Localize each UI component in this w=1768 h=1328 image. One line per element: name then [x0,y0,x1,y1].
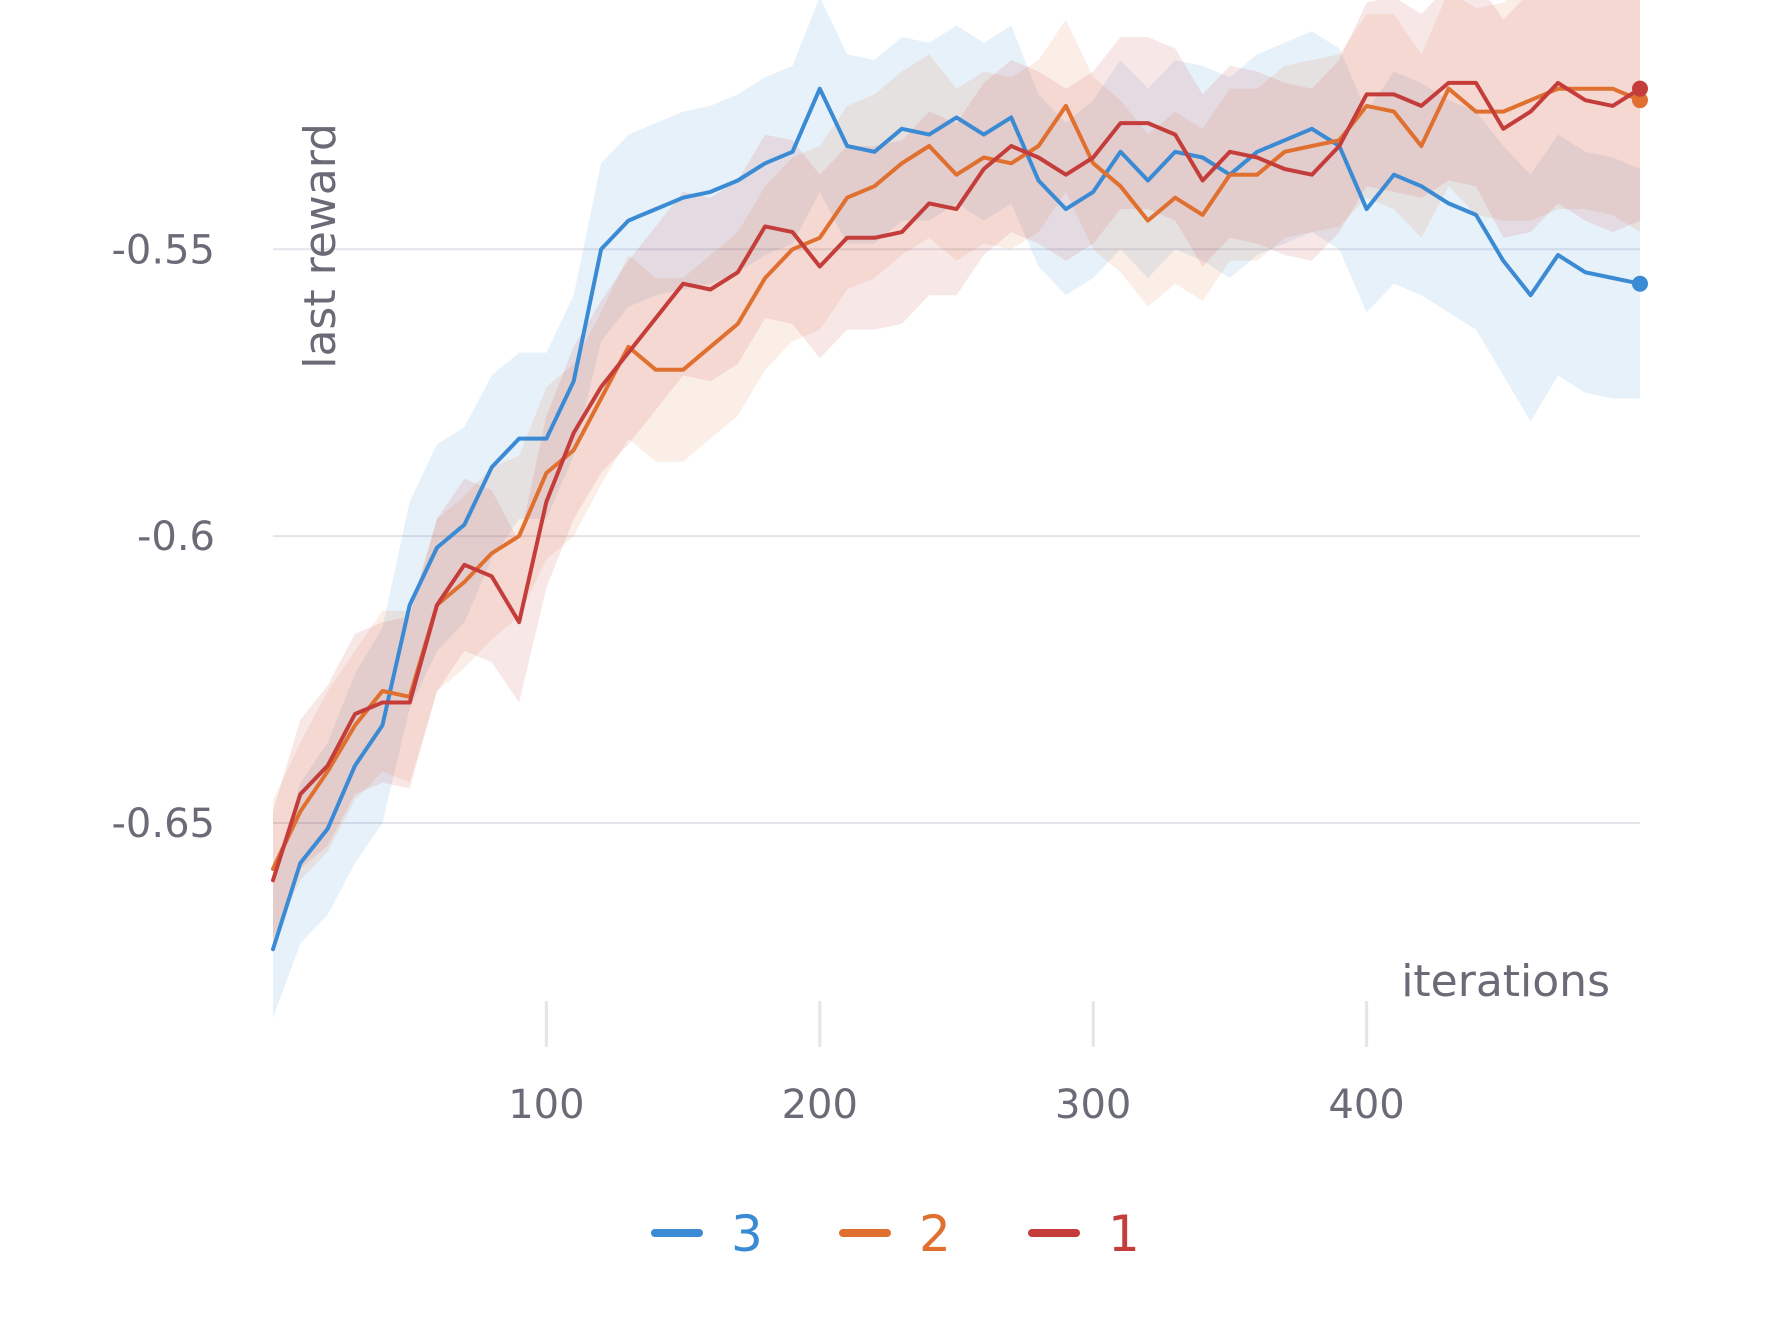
legend: 3 2 1 [651,1205,1140,1263]
y-tick-label: -0.6 [137,514,215,560]
confidence-bands [273,0,1640,1018]
endpoint-series-1[interactable] [1632,80,1648,97]
x-axis-title: iterations [1401,956,1610,1007]
x-tick-label: 400 [1328,1082,1404,1128]
x-axis: 100 200 300 400 [508,1001,1405,1128]
grid [273,248,1640,824]
band-series-3 [273,0,1640,1018]
x-tick-label: 200 [782,1082,858,1128]
series-lines [271,80,1642,952]
y-tick-label: -0.65 [112,801,216,847]
line-series-2[interactable] [271,86,1642,871]
band-series-2 [273,0,1640,938]
band-series-1 [273,0,1640,950]
line-series-3[interactable] [271,86,1642,952]
endpoint-series-2[interactable] [1632,92,1648,109]
legend-label: 3 [731,1205,763,1263]
x-tick-label: 100 [508,1082,584,1128]
legend-item-series-2[interactable]: 1 [1028,1205,1140,1263]
legend-item-series-0[interactable]: 3 [651,1205,763,1263]
legend-label: 1 [1108,1205,1140,1263]
y-tick-label: -0.55 [112,227,216,273]
y-axis-title: last reward [295,123,346,369]
line-series-1[interactable] [271,80,1642,883]
legend-item-series-1[interactable]: 2 [839,1205,951,1263]
y-axis: -0.65 -0.6 -0.55 [112,227,216,847]
series-end-points [1632,80,1648,292]
x-tick-label: 300 [1055,1082,1131,1128]
legend-label: 2 [919,1205,951,1263]
endpoint-series-3[interactable] [1632,275,1648,292]
